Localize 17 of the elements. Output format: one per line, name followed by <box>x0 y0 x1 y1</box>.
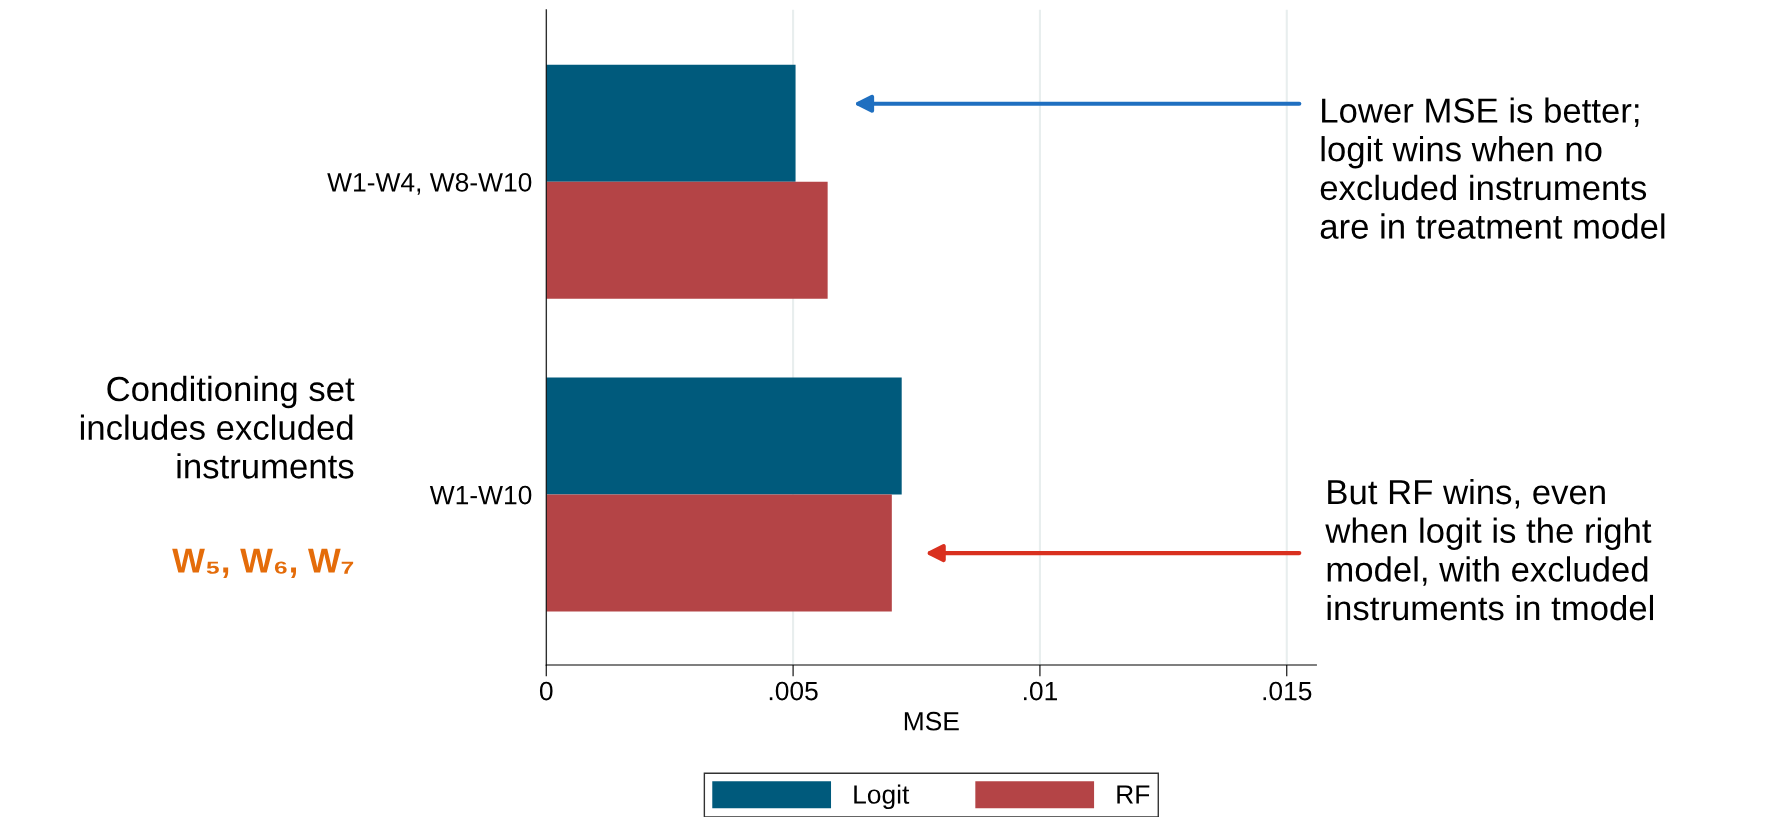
text: Conditioning set includes excluded instruments <box>80 375 355 479</box>
legend-label: RF <box>1117 785 1150 804</box>
y-tick-label: W1-W10 <box>429 485 532 505</box>
x-axis-title: MSE <box>904 711 959 731</box>
y-tick-label: W1-W4, W8-W10 <box>327 172 532 195</box>
bar <box>546 377 902 495</box>
bar <box>546 181 828 299</box>
bar <box>546 494 892 612</box>
text: W₅, W₆, W₇ <box>172 548 354 578</box>
x-tick-label: 0 <box>539 681 553 701</box>
x-tick-label: .015 <box>1263 681 1312 701</box>
bar <box>546 64 796 182</box>
x-tick-label: .005 <box>769 681 818 701</box>
text: Lower MSE is better; logit wins when no excluded instruments are in treatment model <box>1320 97 1665 239</box>
legend-label: Logit <box>854 784 910 810</box>
text: But RF wins, even when logit is the right model, with excluded instruments in tmodel <box>1325 478 1654 621</box>
x-tick-label: .01 <box>1024 681 1057 701</box>
